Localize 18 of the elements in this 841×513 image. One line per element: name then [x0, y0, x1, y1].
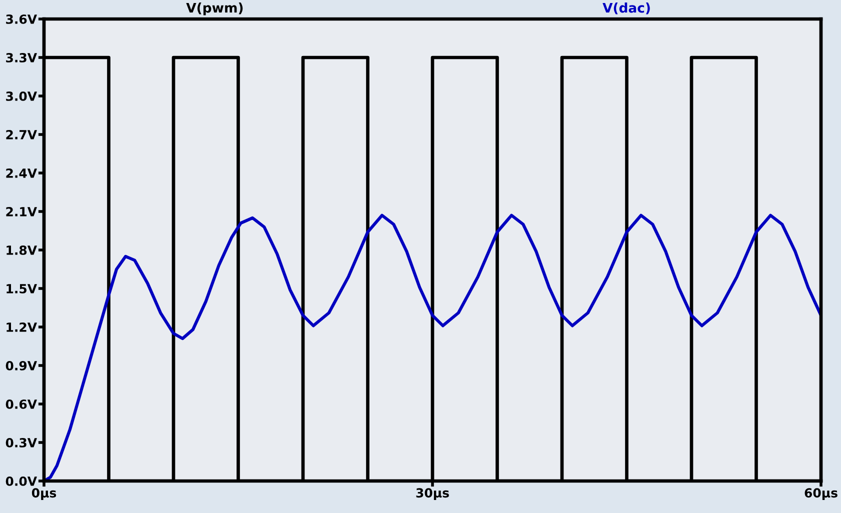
y-tick-label: 3.0V: [6, 91, 37, 101]
y-tick-label: 1.8V: [6, 245, 37, 255]
y-tick-label: 2.1V: [6, 206, 37, 216]
y-tick-label: 1.2V: [6, 322, 37, 332]
x-tick-label: 30µs: [416, 488, 449, 500]
y-tick-label: 2.7V: [6, 130, 37, 140]
y-tick-label: 0.9V: [6, 360, 37, 370]
y-tick-label: 0.0V: [6, 476, 37, 486]
y-tick-label: 0.6V: [6, 399, 37, 409]
x-tick-label: 0µs: [32, 488, 56, 500]
y-tick-label: 1.5V: [6, 284, 37, 294]
text: V(pwm): [186, 2, 243, 16]
y-tick-label: 2.4V: [6, 168, 37, 178]
y-tick-label: 3.6V: [6, 14, 37, 24]
x-tick-label: 60µs: [804, 488, 838, 500]
y-tick-label: 0.3V: [6, 438, 37, 448]
text: V(dac): [602, 2, 650, 14]
y-tick-label: 3.3V: [6, 52, 37, 62]
